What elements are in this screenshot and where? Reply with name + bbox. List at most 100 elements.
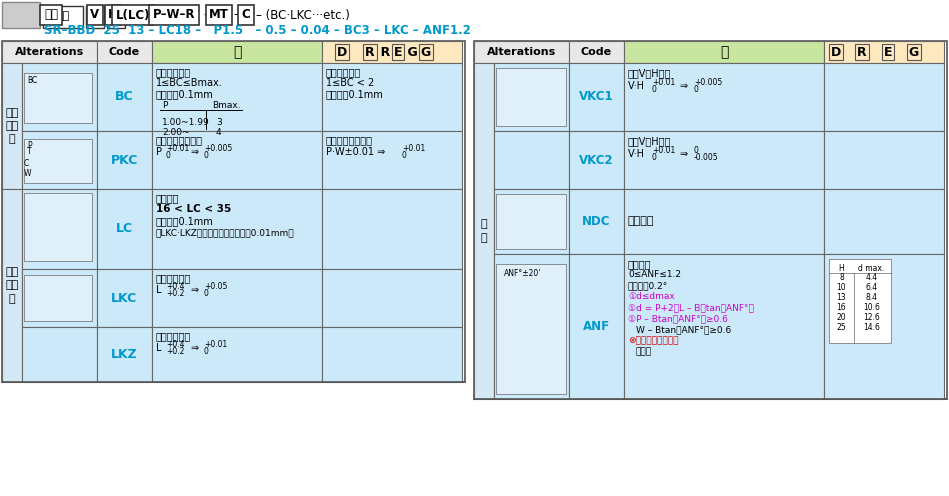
Text: H: H (839, 264, 845, 273)
Text: ⇒: ⇒ (190, 147, 198, 157)
Bar (22, 269, 97, 327)
Bar (624, 131, 824, 189)
Bar (494, 63, 569, 131)
Text: 指定单位0.1mm: 指定单位0.1mm (156, 216, 214, 226)
Text: ANF°±20': ANF°±20' (504, 269, 541, 278)
Text: 变更锥度: 变更锥度 (628, 259, 652, 269)
Bar (496, 194, 566, 249)
Text: +0.005: +0.005 (694, 78, 722, 87)
Text: VKC1: VKC1 (579, 90, 614, 104)
Text: Bmax.: Bmax. (212, 101, 241, 110)
Text: ⇒: ⇒ (679, 81, 687, 91)
Text: L: L (156, 285, 161, 295)
Text: 2.00~: 2.00~ (162, 128, 190, 137)
Text: 0: 0 (402, 151, 407, 160)
Text: +0.01: +0.01 (204, 340, 227, 349)
Text: –: – (153, 8, 159, 21)
Text: R: R (857, 46, 866, 59)
Text: P: P (162, 101, 167, 110)
Text: ①d = P+2（L – B）tan（ANF°）: ①d = P+2（L – B）tan（ANF°） (628, 303, 754, 312)
Text: 变更V、H公差: 变更V、H公差 (628, 136, 671, 146)
Text: 0: 0 (694, 146, 698, 155)
Text: 10.6: 10.6 (863, 304, 880, 312)
Text: ⇒: ⇒ (190, 285, 198, 295)
Text: H: H (111, 11, 121, 21)
Text: –: – (123, 8, 129, 21)
Text: 全長
追加
工: 全長 追加 工 (6, 267, 19, 304)
Bar (322, 131, 462, 189)
Text: 13: 13 (837, 294, 847, 303)
Text: ①P – Btan（ANF°）≥0.6: ①P – Btan（ANF°）≥0.6 (628, 314, 728, 323)
Text: T: T (27, 147, 31, 156)
Text: E: E (394, 46, 402, 59)
Bar (569, 254, 624, 399)
Text: 1≤BC < 2: 1≤BC < 2 (326, 78, 374, 88)
Text: Ⓐ: Ⓐ (719, 45, 728, 59)
Text: P: P (27, 141, 31, 150)
Bar (86, 6, 104, 28)
Bar (624, 189, 824, 254)
Bar (24, 193, 92, 261)
Text: 0: 0 (166, 151, 171, 160)
Text: C: C (24, 159, 29, 168)
Text: 变更刃口尺寸公差: 变更刃口尺寸公差 (326, 135, 373, 145)
Bar (824, 131, 944, 189)
Text: 20: 20 (837, 313, 847, 322)
Bar (474, 63, 494, 399)
Text: H: H (108, 8, 118, 21)
Text: 指定单位0.2°: 指定单位0.2° (628, 281, 668, 290)
Bar (624, 41, 824, 63)
Text: ⊗刃口不在杆中心时: ⊗刃口不在杆中心时 (628, 336, 679, 345)
Bar (22, 189, 97, 269)
Text: +0.2: +0.2 (166, 289, 184, 298)
Text: （LKC·LKZ并用时，指定单位可为0.01mm）: （LKC·LKZ并用时，指定单位可为0.01mm） (156, 228, 294, 237)
Text: 刀口
追加
工: 刀口 追加 工 (6, 108, 19, 144)
Text: V: V (90, 8, 100, 21)
Text: PKC: PKC (111, 153, 139, 167)
Bar (24, 73, 92, 123)
Bar (569, 131, 624, 189)
Bar (22, 63, 97, 131)
Bar (97, 269, 152, 327)
Bar (97, 131, 152, 189)
Bar (152, 63, 322, 131)
Text: 0≤ANF≤1.2: 0≤ANF≤1.2 (628, 270, 681, 279)
Bar (97, 189, 152, 269)
Bar (322, 269, 462, 327)
Text: L(LC): L(LC) (116, 8, 150, 21)
Text: 8.4: 8.4 (865, 294, 878, 303)
Text: 14.6: 14.6 (863, 323, 880, 332)
Bar (569, 189, 624, 254)
Text: 变更全长公差: 变更全长公差 (156, 273, 192, 283)
Text: P–W–R: P–W–R (153, 8, 195, 21)
Text: LC: LC (116, 223, 133, 236)
Text: E: E (884, 46, 892, 59)
Bar (97, 327, 152, 382)
Text: P·W±0.01 ⇒: P·W±0.01 ⇒ (326, 147, 385, 157)
Bar (152, 327, 322, 382)
Bar (824, 41, 944, 63)
Bar (22, 131, 97, 189)
Text: W: W (24, 169, 31, 178)
Text: 变更刃口长度: 变更刃口长度 (326, 67, 362, 77)
Bar (496, 68, 566, 126)
Text: D R E G: D R E G (366, 46, 418, 59)
Text: ANF: ANF (583, 320, 610, 333)
Text: 指定单位0.1mm: 指定单位0.1mm (156, 89, 214, 99)
Text: 4: 4 (216, 128, 222, 137)
Text: V·H: V·H (628, 81, 645, 91)
Text: +0.4: +0.4 (166, 340, 184, 349)
Bar (152, 189, 322, 269)
Text: 0: 0 (652, 85, 657, 94)
Bar (24, 139, 92, 183)
Bar (107, 6, 125, 28)
Text: +0.01: +0.01 (402, 144, 425, 153)
Text: 0: 0 (694, 85, 698, 94)
Text: 0: 0 (204, 289, 209, 298)
Bar (494, 131, 569, 189)
Text: LKZ: LKZ (111, 348, 138, 361)
Text: SR–BBD  25  13 – LC18 –   P1.5   – 0.5 – 0.04 – BC3 – LKC – ANF1.2: SR–BBD 25 13 – LC18 – P1.5 – 0.5 – 0.04 … (44, 24, 471, 38)
Text: –: – (233, 8, 239, 21)
Text: BC: BC (27, 76, 37, 85)
Text: 10: 10 (837, 284, 847, 293)
